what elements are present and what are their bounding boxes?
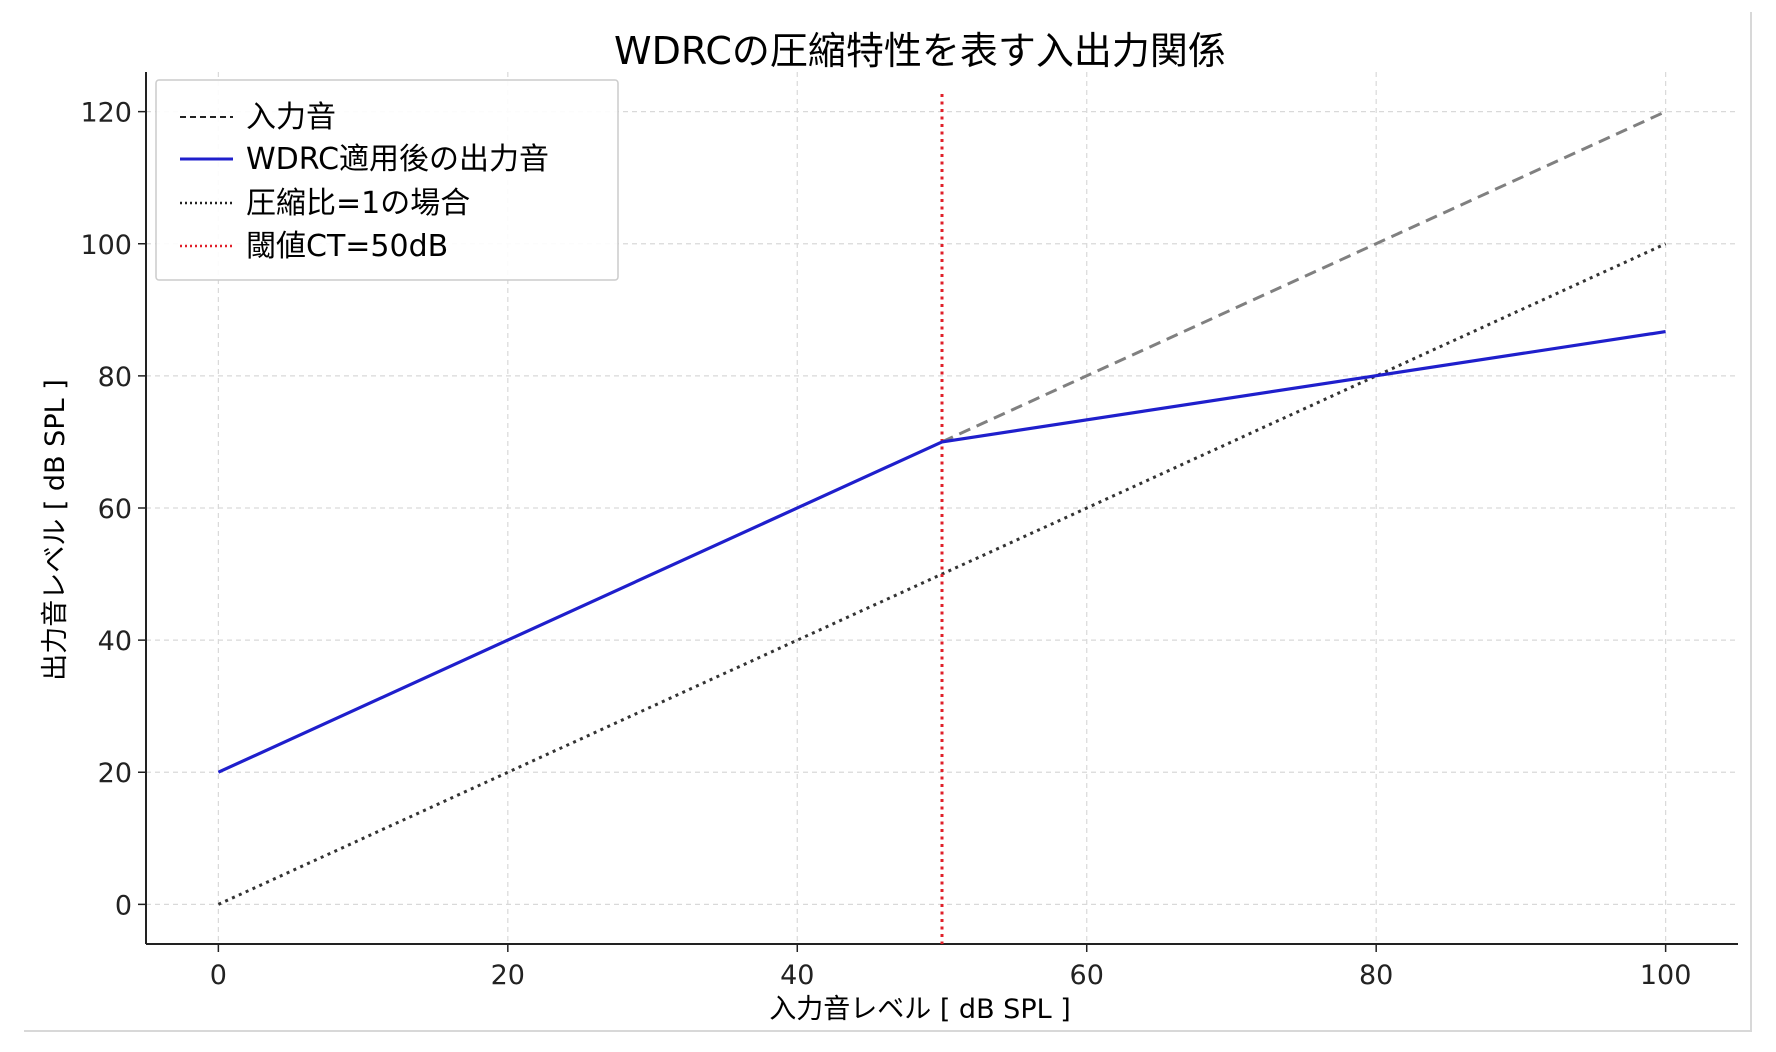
x-tick-label: 80 [1359, 960, 1393, 991]
x-tick-label: 100 [1640, 960, 1692, 991]
y-tick-label: 80 [98, 362, 132, 393]
y-tick-label: 120 [80, 98, 132, 129]
x-tick-label: 40 [780, 960, 814, 991]
x-tick-label: 60 [1070, 960, 1104, 991]
y-tick-label: 20 [98, 758, 132, 789]
x-tick-label: 0 [210, 960, 227, 991]
legend-label-wdrc: WDRC適用後の出力音 [246, 142, 549, 177]
y-tick-label: 40 [98, 626, 132, 657]
y-axis-label: 出力音レベル [ dB SPL ] [40, 379, 71, 681]
y-tick-label: 60 [98, 494, 132, 525]
legend-label-threshold: 閾値CT=50dB [246, 229, 448, 264]
legend: 入力音 WDRC適用後の出力音 圧縮比=1の場合 閾値CT=50dB [155, 79, 619, 281]
legend-label-input: 入力音 [246, 100, 336, 135]
series-line-input [941, 110, 1667, 444]
legend-box [155, 79, 619, 281]
series-line-wdrc [217, 330, 1666, 774]
figure-frame [24, 12, 1752, 1032]
x-ticks: 0 20 40 60 80 100 [210, 944, 1692, 991]
y-tick-label: 100 [80, 230, 132, 261]
x-tick-label: 20 [491, 960, 525, 991]
chart-title: WDRCの圧縮特性を表す入出力関係 [614, 29, 1226, 73]
y-tick-label: 0 [115, 890, 132, 921]
x-axis-label: 入力音レベル [ dB SPL ] [769, 994, 1071, 1025]
y-ticks: 0 20 40 60 80 100 120 [80, 98, 146, 921]
legend-label-ratio1: 圧縮比=1の場合 [246, 186, 470, 221]
series-layer [217, 94, 1667, 944]
